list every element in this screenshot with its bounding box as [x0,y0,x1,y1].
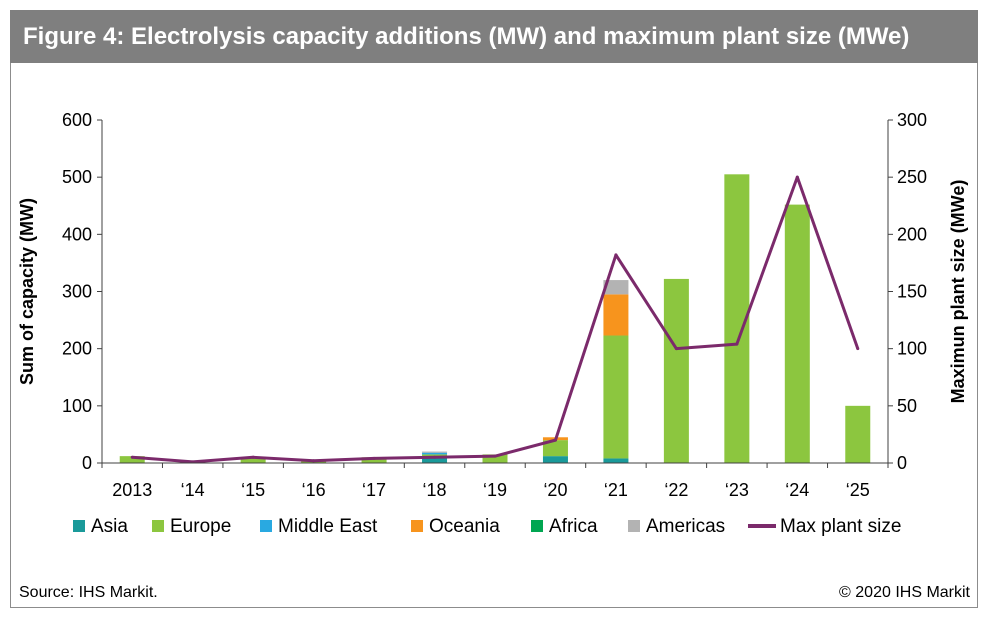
bar-segment [482,454,508,463]
legend-swatch [411,520,423,532]
line-layer [130,175,860,464]
figure-title: Figure 4: Electrolysis capacity addition… [10,10,978,63]
y-tick-label: 0 [82,453,92,473]
max-plant-size-point [433,455,437,459]
legend-label: Max plant size [780,516,901,537]
y-axis-title: Sum of capacity (MW) [17,198,37,385]
x-tick-label: ‘21 [604,480,628,500]
max-plant-size-point [493,454,497,458]
source-note: Source: IHS Markit. [19,584,158,601]
bar-segment [422,452,448,455]
bar-segment [422,457,448,463]
bar-segment [784,204,810,463]
x-tick-label: 2013 [112,480,152,500]
max-plant-size-point [856,347,860,351]
y-tick-label: 400 [62,224,92,244]
y2-tick-label: 150 [897,282,927,302]
max-plant-size-point [674,347,678,351]
bar-segment [603,458,629,463]
bar-segment [663,278,689,463]
y2-tick-label: 100 [897,339,927,359]
axes-layer: 0 100 200 300 400 500 600 0 50 100 150 200 250 300 201… [17,110,968,500]
y-tick-label: 100 [62,396,92,416]
x-tick-label: ‘24 [785,480,809,500]
y2-tick-label: 300 [897,110,927,130]
legend-label: Americas [646,516,725,537]
copyright-note: © 2020 IHS Markit [839,584,970,601]
x-tick-label: ‘25 [846,480,870,500]
x-tick-label: ‘14 [181,480,205,500]
max-plant-size-point [372,456,376,460]
legend-label: Oceania [429,516,500,537]
bar-segment [542,440,568,457]
legend-swatch [152,520,164,532]
x-tick-label: ‘15 [241,480,265,500]
y-tick-label: 500 [62,167,92,187]
y2-tick-label: 50 [897,396,917,416]
legend-label: Europe [170,516,231,537]
max-plant-size-point [312,459,316,463]
x-tick-label: ‘19 [483,480,507,500]
x-tick-label: ‘18 [423,480,447,500]
legend-swatch [260,520,272,532]
legend-label: Africa [549,516,598,537]
bar-segment [542,456,568,463]
legend-label: Asia [91,516,128,537]
legend-swatch [531,520,543,532]
legend-swatch [628,520,640,532]
legend-label: Middle East [278,516,378,537]
max-plant-size-point [614,253,618,257]
bar-segment [422,451,448,453]
y-tick-label: 200 [62,339,92,359]
x-tick-label: ‘23 [725,480,749,500]
x-tick-label: ‘22 [664,480,688,500]
max-plant-size-point [795,175,799,179]
y-tick-label: 600 [62,110,92,130]
y2-tick-label: 0 [897,453,907,473]
bar-segment [240,457,266,463]
bar-segment [603,335,629,459]
legend: Asia Europe Middle East Oceania Africa Americ… [73,516,901,537]
max-plant-size-point [251,455,255,459]
y-tick-label: 300 [62,282,92,302]
bars-layer [119,174,871,463]
bar-segment [119,456,145,463]
x-tick-label: ‘17 [362,480,386,500]
bar-segment [603,280,629,295]
y2-tick-label: 250 [897,167,927,187]
bar-segment [603,294,629,336]
x-tick-label: ‘20 [543,480,567,500]
legend-swatch [73,520,85,532]
max-plant-size-point [735,342,739,346]
y2-tick-label: 200 [897,224,927,244]
x-tick-label: ‘16 [302,480,326,500]
figure-frame [10,10,978,608]
max-plant-size-point [130,455,134,459]
max-plant-size-point [553,438,557,442]
y2-axis-title: Maximun plant size (MWe) [948,180,968,404]
bar-segment [361,457,387,463]
bar-segment [845,405,871,463]
